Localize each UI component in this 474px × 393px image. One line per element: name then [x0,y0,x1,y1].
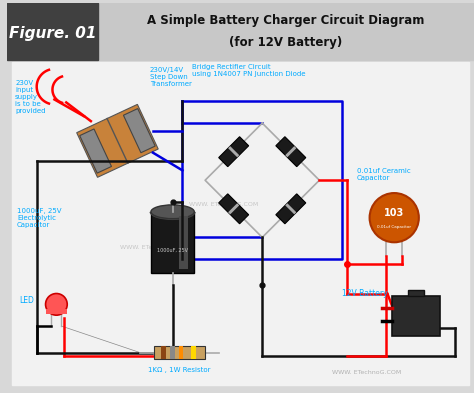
Text: 12V Battery: 12V Battery [342,289,388,298]
Text: 1000uF, 25V: 1000uF, 25V [157,248,188,253]
Bar [179,216,188,269]
Text: 1000uF, 25V
Electrolytic
Capacitor: 1000uF, 25V Electrolytic Capacitor [17,208,62,228]
Text: 230V/14V
Step Down
Transformer: 230V/14V Step Down Transformer [150,67,192,87]
Text: WWW. ETechnoG.COM: WWW. ETechnoG.COM [120,245,190,250]
Polygon shape [276,137,306,167]
Bar [46,309,67,314]
Polygon shape [77,105,158,177]
Polygon shape [228,146,239,157]
Bar [154,346,205,359]
Circle shape [46,294,67,315]
Polygon shape [219,137,249,167]
Text: A Simple Battery Charger Circuit Diagram: A Simple Battery Charger Circuit Diagram [147,14,425,27]
Bar [392,296,439,336]
Polygon shape [285,146,296,157]
Text: LED: LED [19,296,34,305]
Text: 0.01uf Ceramic
Capacitor: 0.01uf Ceramic Capacitor [357,169,410,182]
Polygon shape [123,108,155,153]
Bar [191,346,196,359]
Bar [170,346,174,359]
Bar [7,3,474,60]
Bar [161,346,166,359]
Text: 1KΩ , 1W Resistor: 1KΩ , 1W Resistor [148,367,211,373]
Text: (for 12V Battery): (for 12V Battery) [229,36,343,49]
Bar [408,290,424,296]
Bar [7,3,98,60]
Polygon shape [228,203,239,215]
Bar [12,62,469,385]
Text: WWW. ETechnoG.COM: WWW. ETechnoG.COM [332,370,401,375]
Ellipse shape [151,205,194,219]
Polygon shape [285,203,296,215]
Polygon shape [276,194,306,224]
Circle shape [370,193,419,242]
Text: 0.01uf Capacitor: 0.01uf Capacitor [377,224,411,229]
Text: Figure. 01: Figure. 01 [9,26,96,41]
Text: 230V
input
supply
is to be
provided: 230V input supply is to be provided [15,80,46,114]
Polygon shape [80,129,111,173]
Text: 103: 103 [384,208,404,218]
Text: WWW. ETechnoG.COM: WWW. ETechnoG.COM [189,202,259,208]
Bar [151,212,194,273]
Bar [179,346,183,359]
Polygon shape [219,194,249,224]
Text: Bridge Rectifier Circuit
using 1N4007 PN Junction Diode: Bridge Rectifier Circuit using 1N4007 PN… [192,64,306,77]
